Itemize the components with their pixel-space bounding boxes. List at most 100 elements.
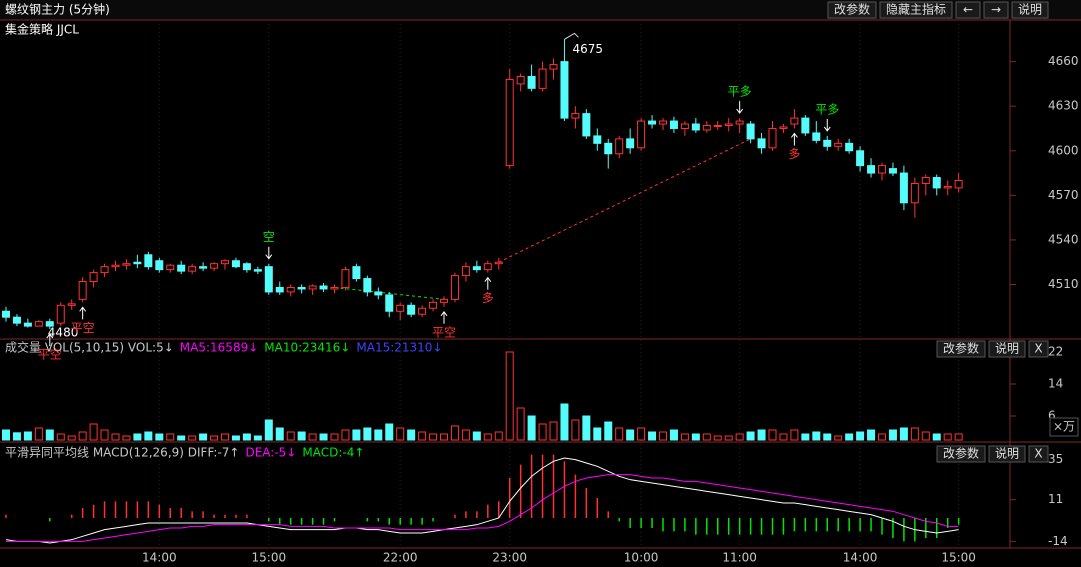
volume-bar [461, 429, 470, 441]
unit-box [1049, 417, 1079, 437]
candle-body [910, 182, 919, 204]
candle-body [264, 266, 273, 293]
volume-bar [56, 433, 65, 441]
candle-body [242, 263, 251, 271]
volume-bar [932, 433, 941, 441]
candle-body [210, 263, 219, 269]
candle-body [34, 321, 43, 327]
button[interactable]: 改参数 [827, 1, 877, 19]
button-frame[interactable] [955, 1, 981, 19]
volume-bar [637, 427, 646, 441]
button-frame[interactable] [1011, 1, 1049, 19]
candle-body [330, 286, 339, 290]
volume-bar [845, 433, 854, 441]
candle-body [166, 264, 175, 271]
legend-entry: MA10:23416↓ [264, 341, 350, 355]
volume-bar [801, 433, 810, 441]
signal-label: 平多 [728, 85, 752, 99]
candle-body [45, 321, 54, 327]
leader [564, 32, 579, 40]
button-frame[interactable] [983, 1, 1009, 19]
volume-bar [199, 433, 208, 441]
signal-arrow [484, 276, 492, 290]
button-label[interactable]: 说明 [995, 341, 1019, 356]
candle-body [407, 304, 416, 315]
volume-bar [177, 435, 186, 441]
volume-bar [659, 431, 667, 441]
volume-bar [867, 429, 876, 441]
button-frame[interactable] [827, 1, 877, 19]
button[interactable]: → [983, 1, 1009, 19]
button[interactable]: ← [955, 1, 981, 19]
button-frame[interactable] [879, 1, 953, 19]
signal-arrow [791, 132, 798, 146]
volume-bar [505, 351, 514, 441]
x-tick-label: 23:00 [492, 551, 527, 565]
volume-bar [231, 435, 240, 441]
button-label[interactable]: 改参数 [834, 2, 870, 17]
button[interactable]: 改参数 [936, 445, 986, 463]
y-tick-label: 4630 [1048, 99, 1079, 113]
unit-label: ×万 [1053, 420, 1075, 434]
candle-body [888, 168, 897, 174]
candle-body [538, 68, 547, 89]
volume-bar [648, 431, 657, 441]
candle-body [286, 286, 295, 293]
button-label[interactable]: ← [963, 3, 973, 17]
candle-body [341, 269, 350, 288]
volume-bar [910, 427, 919, 441]
candle-body [823, 139, 832, 147]
legend-entry: MA5:16589↓ [180, 341, 258, 355]
volume-bar [691, 433, 700, 441]
button[interactable]: 说明 [1011, 1, 1049, 19]
button[interactable]: 说明 [988, 445, 1026, 463]
volume-bar [34, 427, 43, 441]
button-label[interactable]: 说明 [995, 446, 1019, 461]
button-frame[interactable] [936, 445, 986, 463]
volume-bar [472, 431, 481, 441]
signal-label: 平空 [432, 325, 456, 339]
button-label[interactable]: X [1034, 342, 1042, 356]
legend-entry: 成交量 VOL(5,10,15) VOL:5↓ [5, 340, 174, 355]
volume-bar [155, 433, 164, 441]
candle-body [604, 142, 613, 155]
button-label[interactable]: 改参数 [943, 341, 979, 356]
candle-body [724, 123, 733, 127]
button-frame[interactable] [936, 340, 986, 358]
button[interactable]: X [1028, 340, 1049, 358]
button-label[interactable]: X [1034, 447, 1042, 461]
volume-bar [790, 429, 799, 441]
button-frame[interactable] [988, 340, 1026, 358]
candle-body [231, 260, 240, 268]
button-label[interactable]: → [991, 3, 1001, 17]
button-label[interactable]: 改参数 [943, 446, 979, 461]
button-label[interactable]: 说明 [1018, 2, 1042, 17]
volume-bar [407, 429, 416, 441]
button[interactable]: X [1028, 445, 1049, 463]
button-label[interactable]: 隐藏主指标 [886, 2, 946, 17]
candle-body [615, 138, 624, 155]
button[interactable]: 隐藏主指标 [879, 1, 953, 19]
signal-arrow [823, 118, 831, 132]
volume-bar [834, 435, 843, 441]
button[interactable]: 说明 [988, 340, 1026, 358]
volume-bar [352, 429, 361, 441]
window-title: 螺纹钢主力 (5分钟) [5, 2, 110, 17]
volume-bar [812, 431, 821, 441]
volume-bar [67, 435, 76, 441]
volume-bar [571, 419, 580, 441]
candle-body [560, 61, 569, 119]
volume-bar [615, 427, 624, 441]
button-frame[interactable] [988, 445, 1026, 463]
candle-body [2, 310, 10, 318]
candle-body [472, 266, 481, 271]
y-tick-label: -14 [1048, 534, 1068, 548]
button[interactable]: 改参数 [936, 340, 986, 358]
button-frame[interactable] [1028, 340, 1049, 358]
candle-body [713, 125, 722, 128]
candle-body [461, 266, 470, 277]
candle-body [943, 185, 952, 189]
button-frame[interactable] [1028, 445, 1049, 463]
candle-body [78, 281, 87, 300]
